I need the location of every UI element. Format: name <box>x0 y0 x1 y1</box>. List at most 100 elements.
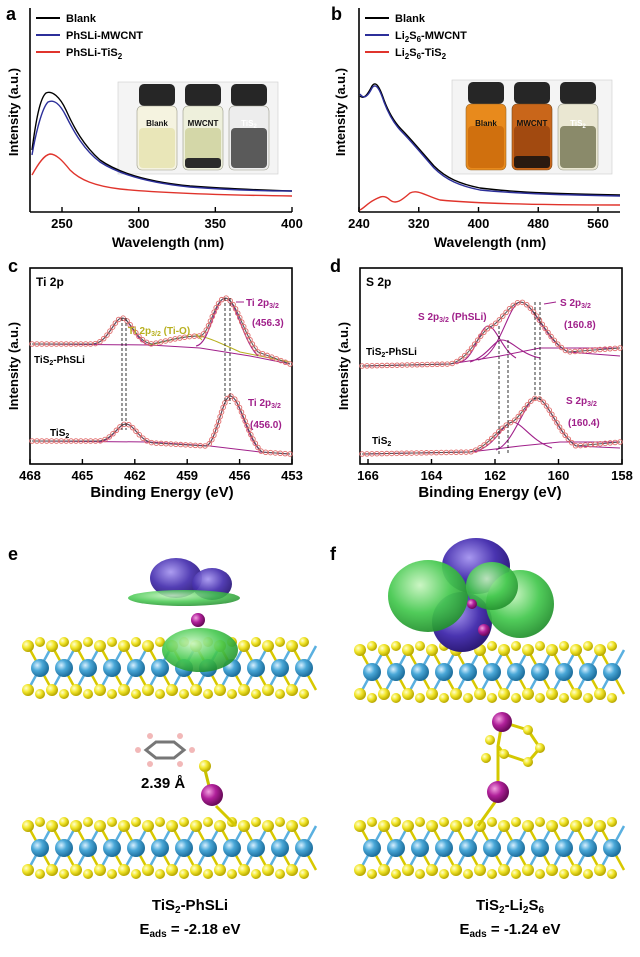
s-atom <box>94 640 106 652</box>
s-atom <box>35 637 45 647</box>
legend-entry: Li2S6-MWCNT <box>395 30 467 44</box>
s-atom <box>83 637 93 647</box>
data-point <box>230 301 236 308</box>
s-atom <box>607 641 617 651</box>
vial-label-blank-b: Blank <box>475 119 497 128</box>
panel-a-xlabel: Wavelength (nm) <box>112 234 224 250</box>
s-atom <box>131 689 141 699</box>
s-atom <box>227 689 237 699</box>
s-atom <box>179 817 189 827</box>
data-point <box>488 435 495 442</box>
data-point <box>215 418 222 425</box>
data-point <box>144 438 150 444</box>
data-point <box>129 424 136 431</box>
s-atom <box>498 820 510 832</box>
s-atom <box>155 817 165 827</box>
s-atom <box>559 693 569 703</box>
panel-a-vial-photo: Blank MWCNT TiS2 <box>117 81 279 175</box>
data-point <box>556 424 563 430</box>
data-point <box>259 350 266 357</box>
ti-atom <box>411 839 429 857</box>
panel-c-tio-pointer <box>195 333 203 341</box>
s-atom <box>402 688 414 700</box>
s-atom <box>546 644 558 656</box>
s-atom <box>535 641 545 651</box>
s-atom <box>535 693 545 703</box>
data-point <box>519 299 526 306</box>
ti-atom <box>579 663 597 681</box>
panel-d-upper-comp2 <box>469 339 541 363</box>
s-atom <box>142 864 154 876</box>
s-atom <box>402 644 414 656</box>
data-point <box>247 337 253 343</box>
panel-f-li-atom-lower <box>487 781 509 803</box>
x-tick-label: 468 <box>19 468 41 483</box>
s-atom <box>391 693 401 703</box>
s-atom <box>354 820 366 832</box>
s-atom <box>214 864 226 876</box>
panel-e-iso-green-ring <box>128 590 240 606</box>
s-atom <box>487 869 497 879</box>
panel-f-li2s6-molecule <box>476 712 545 827</box>
s-atom <box>46 820 58 832</box>
panel-a-axes <box>29 8 292 213</box>
ti-atom <box>295 839 313 857</box>
data-point <box>499 425 506 431</box>
s-atom <box>354 644 366 656</box>
panel-b-curve-blank <box>359 83 621 196</box>
data-point <box>474 337 481 343</box>
s-atom <box>583 817 593 827</box>
data-point <box>524 302 530 308</box>
data-point <box>485 439 491 445</box>
panel-b-vial-photo: Blank MWCNT TiS2 <box>451 79 613 175</box>
data-point <box>127 321 133 328</box>
s-atom <box>22 820 34 832</box>
data-point <box>117 424 123 430</box>
data-point <box>472 447 479 453</box>
x-tick-label: 158 <box>611 468 633 483</box>
data-point <box>202 443 208 449</box>
panel-e-caption-energy: Eads = -2.18 eV <box>139 921 240 940</box>
data-point <box>287 451 293 457</box>
data-point <box>252 345 258 351</box>
s-atom <box>131 869 141 879</box>
ti-atom <box>579 839 597 857</box>
data-point <box>110 431 116 437</box>
s-atom <box>227 869 237 879</box>
data-point <box>209 436 215 443</box>
s-atom <box>378 820 390 832</box>
s-atom <box>286 640 298 652</box>
panel-d-phsli-label: S 2p3/2 (PhSLi) <box>418 312 487 324</box>
panel-a-curve-blank <box>31 91 293 192</box>
s-atom <box>546 820 558 832</box>
data-point <box>207 318 214 324</box>
data-point <box>458 356 464 362</box>
data-point <box>481 329 487 336</box>
panel-d-upper-sample: TiS2-PhSLi <box>366 347 417 359</box>
panel-c-peak-upper-value: (456.3) <box>252 318 284 329</box>
panel-f-letter: f <box>330 544 337 564</box>
s-atom <box>94 864 106 876</box>
panel-b-curve-tis2 <box>359 191 621 211</box>
s-atom <box>142 640 154 652</box>
panel-e-phsli-molecule <box>135 733 238 828</box>
legend-entry: Blank <box>66 13 97 25</box>
s-atom <box>118 640 130 652</box>
s-atom <box>487 693 497 703</box>
data-point <box>249 341 256 347</box>
s-atom <box>402 820 414 832</box>
data-point <box>264 352 270 359</box>
s-atom <box>498 688 510 700</box>
data-point <box>200 331 207 337</box>
x-tick-label: 320 <box>408 216 430 231</box>
data-point <box>130 325 136 332</box>
data-point <box>113 427 120 434</box>
s-atom <box>415 693 425 703</box>
s-atom <box>46 864 58 876</box>
s-atom <box>251 637 261 647</box>
data-point <box>488 323 495 329</box>
data-point <box>97 338 103 345</box>
panel-c-tio-label: Ti 2p3/2 (Ti-O) <box>128 326 190 338</box>
vial-label-tis2-a: TiS2 <box>241 119 257 130</box>
s-atom <box>498 644 510 656</box>
